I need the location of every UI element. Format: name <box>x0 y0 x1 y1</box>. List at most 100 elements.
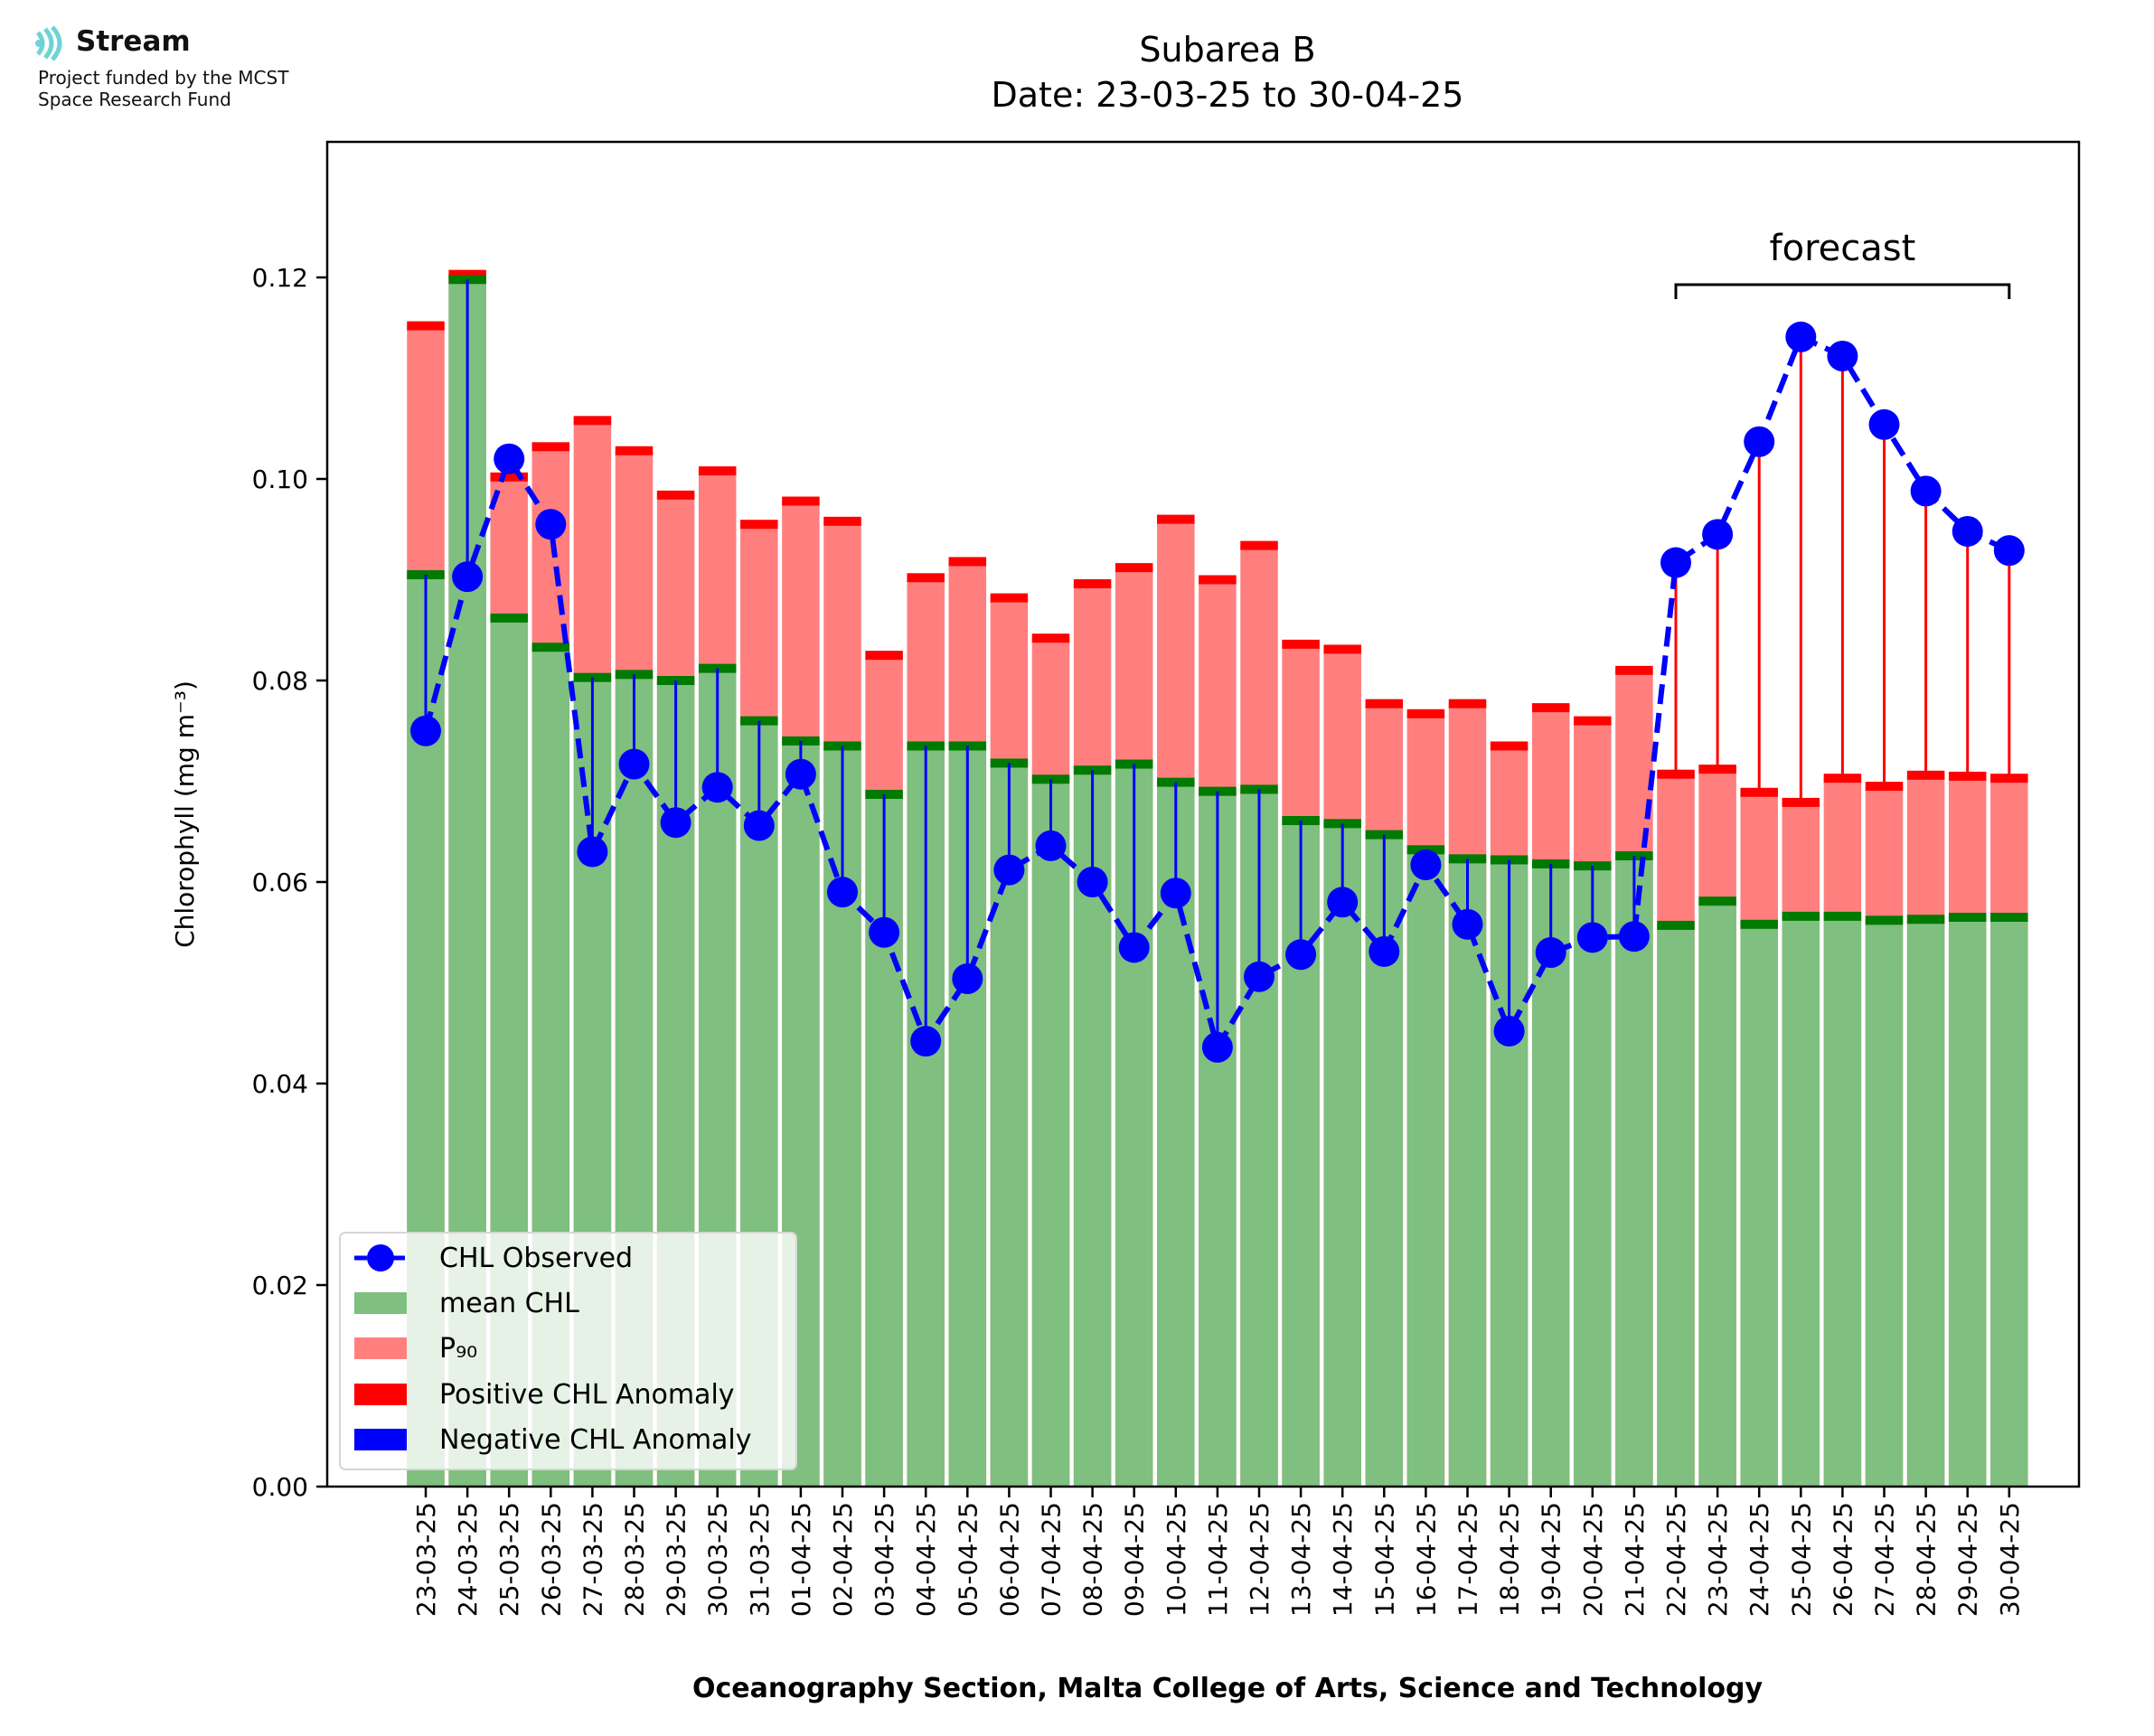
observed-point <box>910 1026 942 1057</box>
x-axis: 23-03-25 24-03-25 25-03-25 26-03-25 27-03-25… <box>411 1487 2025 1617</box>
legend-label: mean CHL <box>439 1288 579 1319</box>
x-tick-label: 29-03-25 <box>662 1502 691 1617</box>
observed-point <box>785 758 816 790</box>
x-tick-label: 14-04-25 <box>1328 1502 1358 1617</box>
p90-bar-cap <box>531 442 570 452</box>
x-tick-label: 31-03-25 <box>745 1502 775 1617</box>
p90-bar-cap <box>698 466 737 476</box>
observed-point <box>1077 867 1108 897</box>
x-tick-label: 02-04-25 <box>828 1502 858 1617</box>
legend-swatch-marker <box>367 1244 394 1272</box>
x-tick-label: 25-03-25 <box>494 1502 524 1617</box>
observed-point <box>1785 321 1817 352</box>
x-tick-label: 04-04-25 <box>911 1502 941 1617</box>
p90-bar-cap <box>1448 699 1487 708</box>
stream-logo: Stream Project funded by the MCST Space … <box>34 23 288 110</box>
observed-point <box>1952 515 1983 547</box>
observed-point <box>1201 1031 1233 1063</box>
legend: CHL Observed mean CHL P₉₀ Positive CHL Anom… <box>339 1232 797 1470</box>
legend-swatch <box>354 1384 407 1405</box>
x-tick-label: 21-04-25 <box>1620 1502 1650 1617</box>
mean-bar <box>1448 859 1487 1487</box>
observed-point <box>577 836 608 868</box>
mean-bar-cap <box>1865 915 1904 925</box>
mean-bar-cap <box>1906 915 1945 924</box>
mean-bar-cap <box>1740 919 1778 929</box>
x-tick-label: 07-04-25 <box>1037 1502 1067 1617</box>
x-tick-label: 27-03-25 <box>578 1502 607 1617</box>
observed-point <box>827 877 858 908</box>
logo-funding-line2: Space Research Fund <box>38 89 231 110</box>
y-tick-label: 0.04 <box>252 1069 308 1099</box>
p90-bar-cap <box>573 416 612 426</box>
observed-point <box>1285 939 1317 971</box>
observed-point <box>1327 887 1359 918</box>
logo-funding-line1: Project funded by the MCST <box>38 67 289 89</box>
observed-point <box>1410 849 1442 881</box>
mean-bar <box>1657 924 1695 1487</box>
p90-bar-cap <box>1199 575 1237 585</box>
p90-bar-cap <box>1073 578 1112 588</box>
legend-swatch <box>354 1337 407 1359</box>
p90-bar-cap <box>782 496 820 506</box>
p90-bar-cap <box>1531 703 1570 713</box>
mean-bar-cap <box>1698 896 1736 906</box>
x-tick-label: 03-04-25 <box>870 1502 899 1617</box>
observed-point <box>1868 408 1900 440</box>
y-tick-label: 0.08 <box>252 666 308 696</box>
x-tick-label: 19-04-25 <box>1537 1502 1566 1617</box>
x-tick-label: 27-04-25 <box>1870 1502 1900 1617</box>
mean-bar <box>1823 915 1862 1487</box>
x-tick-label: 05-04-25 <box>953 1502 983 1617</box>
y-tick-label: 0.00 <box>252 1472 308 1502</box>
x-tick-label: 25-04-25 <box>1786 1502 1816 1617</box>
p90-bar-cap <box>615 446 654 455</box>
p90-bar-cap <box>740 520 778 530</box>
mean-bar-cap <box>1657 920 1695 930</box>
x-tick-label: 11-04-25 <box>1203 1502 1233 1617</box>
observed-point <box>452 561 484 593</box>
observed-point <box>743 810 775 841</box>
x-tick-label: 15-04-25 <box>1369 1502 1399 1617</box>
p90-bar-cap <box>656 490 695 500</box>
mean-bar <box>1406 849 1445 1487</box>
forecast-label: forecast <box>1770 228 1916 269</box>
p90-bar-cap <box>1323 644 1361 654</box>
x-tick-label: 12-04-25 <box>1245 1502 1275 1617</box>
observed-point <box>993 854 1025 886</box>
mean-bar-cap <box>531 643 570 652</box>
p90-bar-cap <box>407 321 445 331</box>
chart-title: Subarea B <box>1139 30 1315 70</box>
observed-point <box>494 443 525 474</box>
x-tick-label: 26-03-25 <box>536 1502 566 1617</box>
forecast-annotation: forecast <box>1674 228 2011 299</box>
chart-subtitle: Date: 23-03-25 to 30-04-25 <box>992 75 1464 115</box>
logo-funding-text: Project funded by the MCST Space Researc… <box>38 67 288 110</box>
p90-bar-cap <box>1490 741 1528 751</box>
observed-point <box>1118 932 1150 963</box>
x-tick-label: 24-03-25 <box>453 1502 483 1617</box>
p90-bar-cap <box>948 557 987 567</box>
mean-bar <box>1990 917 2028 1487</box>
x-tick-label: 16-04-25 <box>1411 1502 1441 1617</box>
logo-brand: Stream <box>76 25 191 58</box>
observed-point <box>1618 921 1650 952</box>
y-tick-label: 0.10 <box>252 464 308 494</box>
p90-bar-cap <box>448 269 486 279</box>
legend-label: Positive CHL Anomaly <box>439 1379 735 1411</box>
forecast-bracket <box>1674 283 2011 299</box>
observed-point <box>1369 935 1400 967</box>
x-tick-label: 28-04-25 <box>1912 1502 1942 1617</box>
p90-bar-cap <box>1282 639 1320 649</box>
observed-point <box>1993 535 2025 567</box>
p90-bar-cap <box>1240 540 1278 550</box>
y-axis-label: Chlorophyll (mg m⁻³) <box>170 680 200 948</box>
mean-bar <box>1782 915 1820 1487</box>
mean-bar-cap <box>1782 911 1820 921</box>
observed-point <box>660 807 691 839</box>
observed-point <box>1910 475 1942 507</box>
p90-bar-cap <box>823 516 861 526</box>
x-tick-label: 18-04-25 <box>1495 1502 1525 1617</box>
observed-point <box>701 772 733 803</box>
x-tick-label: 20-04-25 <box>1578 1502 1608 1617</box>
